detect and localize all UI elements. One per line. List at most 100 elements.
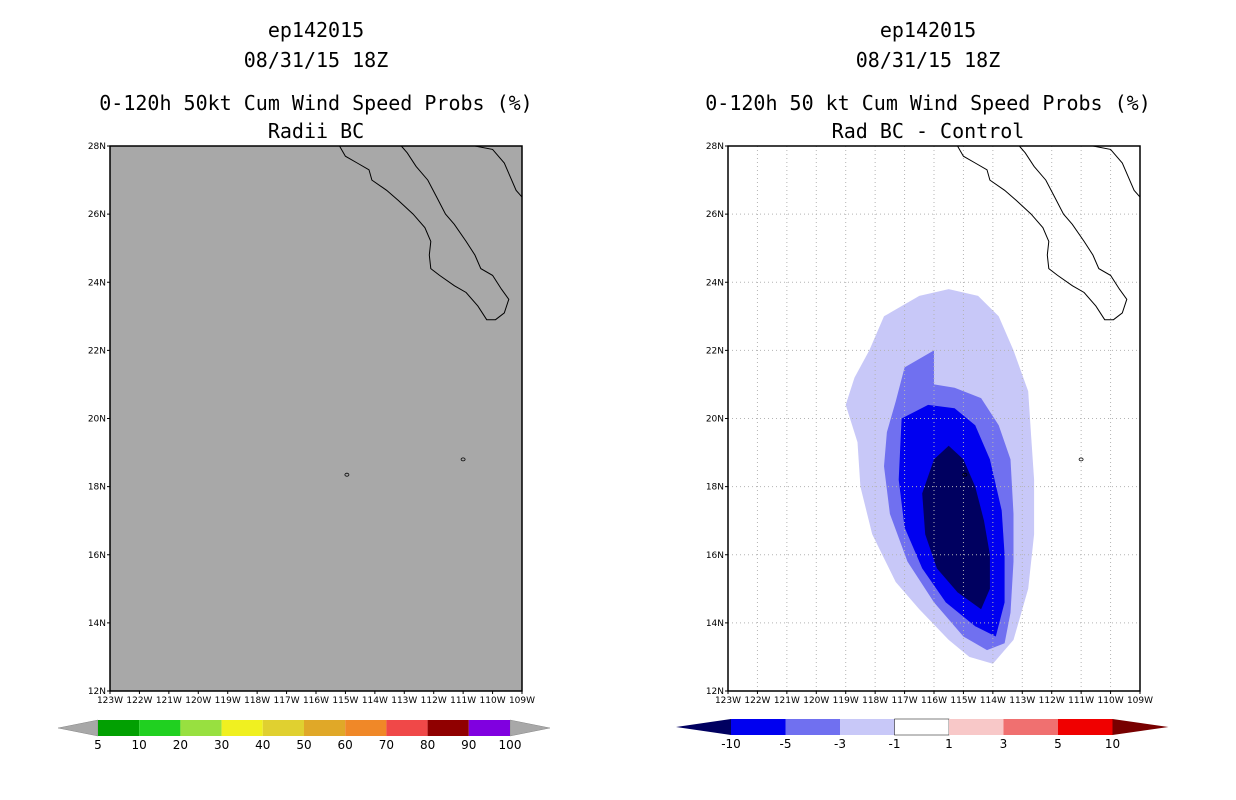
x-tick-label: 119W: [215, 696, 241, 706]
colorbar-swatch: [1003, 719, 1058, 735]
island-outline: [1078, 457, 1084, 462]
colorbar-swatch: [345, 720, 387, 736]
mainland-coastline: [1092, 145, 1141, 198]
y-tick-label: 12N: [706, 687, 724, 697]
right-coastline: [957, 145, 1141, 477]
colorbar-swatch: [262, 720, 304, 736]
x-tick-label: 121W: [156, 696, 182, 706]
left-x-axis: 123W 122W 121W 120W 119W 118W 117W 116W 115W 114W…: [97, 691, 535, 706]
x-tick-label: 116W: [921, 696, 947, 706]
colorbar-swatch: [180, 720, 222, 736]
colorbar-label: 100: [499, 738, 522, 752]
colorbar-label: 3: [1000, 737, 1008, 751]
x-tick-label: 123W: [97, 696, 123, 706]
colorbar-swatch: [894, 718, 950, 736]
colorbar-label: 30: [214, 738, 229, 752]
colorbar-label: -10: [721, 737, 741, 751]
x-tick-label: 123W: [715, 696, 741, 706]
y-tick-label: 14N: [706, 619, 724, 629]
baja-coastline: [339, 145, 510, 321]
y-tick-label: 20N: [706, 415, 724, 425]
x-tick-label: 121W: [774, 696, 800, 706]
colorbar-label: 80: [420, 738, 435, 752]
x-tick-label: 119W: [833, 696, 859, 706]
colorbar-swatch: [468, 720, 510, 736]
colorbar-swatch: [785, 719, 840, 735]
x-tick-label: 114W: [980, 696, 1006, 706]
x-tick-label: 110W: [1098, 696, 1124, 706]
colorbar-swatch: [304, 720, 346, 736]
colorbar-low-arrow: [57, 719, 99, 737]
y-tick-label: 20N: [88, 415, 106, 425]
x-tick-label: 112W: [421, 696, 447, 706]
x-tick-label: 117W: [892, 696, 918, 706]
left-colorbar: 5 10 20 30 40 50 60 70 80 90 100: [57, 719, 551, 752]
right-chart-subtitle: Rad BC - Control: [832, 119, 1025, 143]
colorbar-label: 5: [94, 738, 102, 752]
right-plot-area: 123W 122W 121W 120W 119W 118W 117W 116W 115W 114W…: [706, 142, 1153, 706]
left-storm-id: ep142015: [268, 18, 364, 42]
x-tick-label: 117W: [274, 696, 300, 706]
left-plot-area: 123W 122W 121W 120W 119W 118W 117W 116W 115W 114W…: [88, 142, 535, 706]
colorbar-low-arrow: [676, 719, 731, 735]
left-chart-subtitle: Radii BC: [268, 119, 364, 143]
x-tick-label: 109W: [509, 696, 535, 706]
y-tick-label: 18N: [706, 483, 724, 493]
x-tick-label: 111W: [450, 696, 476, 706]
colorbar-label: 50: [296, 738, 311, 752]
colorbar-swatch: [731, 719, 786, 735]
baja-coastline: [957, 145, 1128, 321]
colorbar-swatch: [949, 719, 1004, 735]
colorbar-swatch: [386, 720, 428, 736]
left-chart-title: 0-120h 50kt Cum Wind Speed Probs (%): [99, 91, 532, 115]
y-tick-label: 12N: [88, 687, 106, 697]
right-x-axis: 123W 122W 121W 120W 119W 118W 117W 116W 115W 114W…: [715, 691, 1153, 706]
y-tick-label: 24N: [88, 278, 106, 288]
right-storm-id: ep142015: [880, 18, 976, 42]
colorbar-swatch: [840, 719, 895, 735]
x-tick-label: 109W: [1127, 696, 1153, 706]
x-tick-label: 113W: [391, 696, 417, 706]
y-tick-label: 26N: [88, 210, 106, 220]
right-chart-title: 0-120h 50 kt Cum Wind Speed Probs (%): [705, 91, 1151, 115]
colorbar-label: 90: [461, 738, 476, 752]
colorbar-swatch: [98, 720, 140, 736]
right-datetime: 08/31/15 18Z: [856, 48, 1001, 72]
x-tick-label: 115W: [950, 696, 976, 706]
y-tick-label: 22N: [88, 346, 106, 356]
y-tick-label: 18N: [88, 483, 106, 493]
y-tick-label: 28N: [706, 142, 724, 152]
colorbar-label: 60: [338, 738, 353, 752]
x-tick-label: 114W: [362, 696, 388, 706]
x-tick-label: 115W: [332, 696, 358, 706]
island-outline: [460, 457, 466, 462]
mainland-coastline: [474, 145, 523, 198]
right-gridlines: [728, 146, 1140, 691]
right-colorbar: -10 -5 -3 -1 1 3 5 10: [676, 718, 1169, 751]
y-tick-label: 14N: [88, 619, 106, 629]
right-y-axis: 28N 26N 24N 22N 20N 18N 16N 14N 12N: [706, 142, 728, 697]
colorbar-label: 10: [132, 738, 147, 752]
y-tick-label: 28N: [88, 142, 106, 152]
x-tick-label: 118W: [244, 696, 270, 706]
x-tick-label: 116W: [303, 696, 329, 706]
left-probability-field: [110, 146, 522, 691]
colorbar-label: -3: [834, 737, 846, 751]
left-y-axis: 28N 26N 24N 22N 20N 18N 16N 14N 12N: [88, 142, 110, 697]
colorbar-swatch: [427, 720, 469, 736]
x-tick-label: 111W: [1068, 696, 1094, 706]
colorbar-swatch: [1058, 719, 1113, 735]
x-tick-label: 112W: [1039, 696, 1065, 706]
colorbar-label: 1: [945, 737, 953, 751]
colorbar-label: 20: [173, 738, 188, 752]
y-tick-label: 26N: [706, 210, 724, 220]
right-difference-contours: [845, 289, 1035, 664]
x-tick-label: 118W: [862, 696, 888, 706]
colorbar-label: 70: [379, 738, 394, 752]
colorbar-label: 10: [1105, 737, 1120, 751]
island-outline: [344, 472, 350, 477]
x-tick-label: 122W: [744, 696, 770, 706]
x-tick-label: 110W: [480, 696, 506, 706]
colorbar-high-arrow: [509, 719, 551, 737]
